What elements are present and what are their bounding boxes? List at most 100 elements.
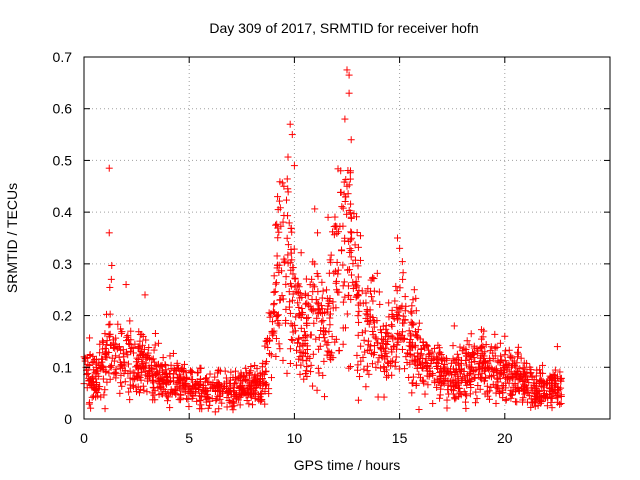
data-point bbox=[535, 380, 543, 388]
data-point bbox=[414, 349, 422, 357]
data-point bbox=[349, 260, 357, 268]
data-point bbox=[270, 272, 278, 280]
data-point bbox=[553, 392, 561, 400]
data-point bbox=[408, 309, 416, 317]
data-point bbox=[185, 403, 193, 411]
data-point bbox=[493, 383, 501, 391]
data-point bbox=[514, 343, 522, 351]
data-point bbox=[214, 369, 222, 377]
data-point bbox=[481, 390, 489, 398]
data-point bbox=[343, 182, 351, 190]
data-point bbox=[362, 289, 370, 297]
data-point bbox=[372, 363, 380, 371]
data-point bbox=[304, 353, 312, 361]
data-point bbox=[287, 249, 295, 257]
data-point bbox=[188, 368, 196, 376]
x-tick-label: 20 bbox=[497, 430, 513, 446]
data-point bbox=[299, 356, 307, 364]
data-point bbox=[284, 153, 292, 161]
data-point bbox=[320, 357, 328, 365]
data-point bbox=[197, 364, 205, 372]
data-point bbox=[157, 384, 165, 392]
data-point bbox=[458, 347, 466, 355]
data-point bbox=[294, 280, 302, 288]
data-point bbox=[87, 404, 95, 412]
data-point bbox=[501, 364, 509, 372]
data-point bbox=[509, 373, 517, 381]
data-point bbox=[505, 379, 513, 387]
data-point bbox=[339, 204, 347, 212]
data-point bbox=[387, 321, 395, 329]
data-point bbox=[267, 374, 275, 382]
data-point bbox=[465, 341, 473, 349]
data-point bbox=[480, 358, 488, 366]
data-point bbox=[283, 369, 291, 377]
data-point bbox=[388, 322, 396, 330]
data-point bbox=[382, 325, 390, 333]
data-point bbox=[286, 345, 294, 353]
data-point bbox=[515, 387, 523, 395]
data-point bbox=[357, 342, 365, 350]
data-point bbox=[196, 405, 204, 413]
data-point bbox=[411, 343, 419, 351]
data-point bbox=[310, 319, 318, 327]
data-point bbox=[449, 390, 457, 398]
data-point bbox=[183, 395, 191, 403]
data-point bbox=[337, 167, 345, 175]
data-point bbox=[339, 222, 347, 230]
data-point bbox=[254, 381, 262, 389]
data-point bbox=[454, 375, 462, 383]
data-point bbox=[165, 369, 173, 377]
data-point bbox=[383, 341, 391, 349]
data-point bbox=[361, 327, 369, 335]
data-point bbox=[246, 371, 254, 379]
data-point bbox=[473, 395, 481, 403]
data-point bbox=[309, 281, 317, 289]
data-point bbox=[443, 396, 451, 404]
data-point bbox=[129, 381, 137, 389]
data-point bbox=[294, 339, 302, 347]
data-point bbox=[164, 397, 172, 405]
data-point bbox=[491, 330, 499, 338]
data-point bbox=[304, 292, 312, 300]
data-point bbox=[401, 365, 409, 373]
data-point bbox=[354, 262, 362, 270]
data-point bbox=[528, 372, 536, 380]
data-point bbox=[380, 393, 388, 401]
data-point bbox=[396, 284, 404, 292]
data-point bbox=[301, 370, 309, 378]
data-point bbox=[175, 396, 183, 404]
data-point bbox=[127, 336, 135, 344]
data-point bbox=[419, 339, 427, 347]
data-point bbox=[316, 342, 324, 350]
data-point bbox=[155, 339, 163, 347]
data-point bbox=[358, 287, 366, 295]
data-point bbox=[407, 308, 415, 316]
data-point bbox=[463, 381, 471, 389]
data-point bbox=[400, 335, 408, 343]
data-point bbox=[477, 354, 485, 362]
data-point bbox=[300, 328, 308, 336]
data-point bbox=[295, 304, 303, 312]
data-point bbox=[324, 347, 332, 355]
data-point bbox=[102, 341, 110, 349]
data-point bbox=[356, 232, 364, 240]
data-point bbox=[236, 401, 244, 409]
data-point bbox=[392, 353, 400, 361]
data-point bbox=[107, 275, 115, 283]
data-point bbox=[289, 336, 297, 344]
data-point bbox=[260, 370, 268, 378]
data-point bbox=[276, 345, 284, 353]
data-point bbox=[450, 322, 458, 330]
data-point bbox=[279, 295, 287, 303]
data-point bbox=[535, 388, 543, 396]
data-point bbox=[435, 350, 443, 358]
data-point bbox=[167, 365, 175, 373]
data-point bbox=[198, 389, 206, 397]
data-point bbox=[347, 209, 355, 217]
data-point bbox=[326, 314, 334, 322]
data-point bbox=[376, 344, 384, 352]
data-point bbox=[353, 351, 361, 359]
data-point bbox=[451, 395, 459, 403]
data-point bbox=[527, 395, 535, 403]
